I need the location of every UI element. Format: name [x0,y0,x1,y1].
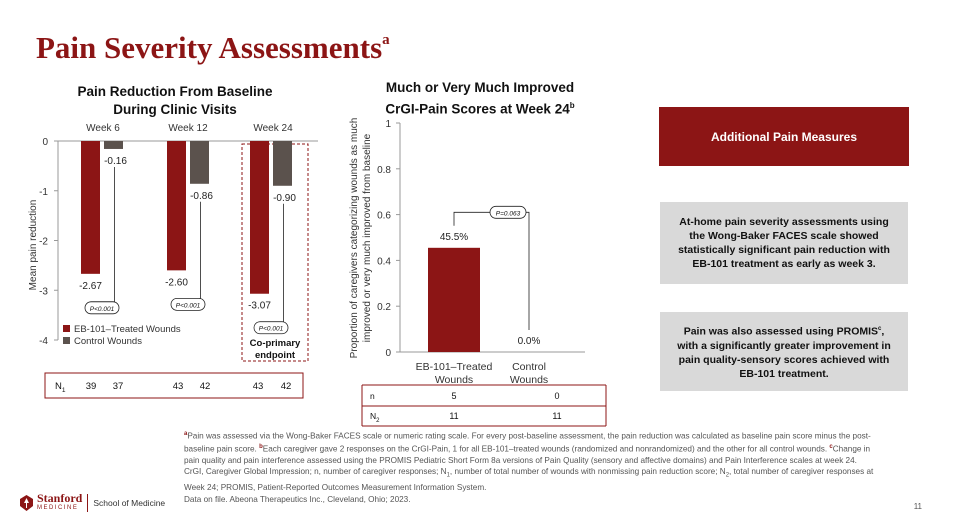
chart2-pvalue-text: P=0.063 [496,210,521,217]
logo-sub: MEDICINE [37,505,79,511]
chart1-data-label: -3.07 [248,301,271,312]
chart1-category-label: Week 6 [86,123,120,134]
chart1-bar-control [190,141,209,184]
chart1-n-value: 42 [200,381,211,392]
slide-title: Pain Severity Assessmentsa [36,30,390,65]
chart1-data-label: -0.16 [104,156,127,167]
chart1-ytick-label: -2 [39,237,48,248]
n1-label: N1 [55,381,66,394]
chart2-ytick-label: 1 [385,119,391,130]
chart2-table-row-label: n [370,391,375,401]
chart2-title: Much or Very Much Improved CrGI-Pain Sco… [385,80,575,117]
chart1-pvalue-text: P<0.001 [90,306,115,313]
chart2-bar [428,247,480,352]
chart1-pvalue-pill [84,301,120,315]
chart2-ylabel-line2: improved or very much improved from base… [362,133,373,342]
chart2-ytick-label: 0 [385,348,391,359]
chart2-table-value: 11 [552,411,561,421]
chart1-ytick-label: 0 [42,137,48,148]
chart1-pvalue-text: P<0.001 [259,326,284,333]
logo-school: School of Medicine [93,498,166,508]
chart1-bar-control [273,141,292,186]
stanford-tree-icon [20,495,33,511]
chart1-legend-label: EB-101–Treated Wounds [74,324,181,335]
chart2-category-label: EB-101–Treated [416,361,493,373]
chart2-table-value: 5 [451,391,456,401]
chart2-pvalue-pill [489,205,527,219]
chart1-ylabel: Mean pain reduction [28,200,39,291]
logo-name: Stanford [37,491,83,505]
chart1-ytick-label: -3 [39,286,48,297]
chart2-category-label: Wounds [435,374,473,386]
chart1-category-label: Week 12 [168,123,208,134]
chart1-bar-treated [167,141,186,271]
chart1-pvalue-pill [253,321,289,335]
chart1-n-value: 43 [253,381,264,392]
n1-row-box [44,372,304,399]
chart2-table-row-label: N2 [370,411,380,424]
chart1-n-value: 37 [113,381,124,392]
page-number: 11 [913,502,922,511]
chart1-data-label: -0.90 [273,193,296,204]
chart2-data-label: 0.0% [518,336,541,347]
chart2-ylabel-line1: Proportion of caregivers categorizing wo… [349,118,360,359]
chart1-category-label: Week 24 [253,123,293,134]
chart1-legend-swatch [63,325,70,332]
chart1-data-label: -0.86 [190,191,213,202]
chart1-legend-label: Control Wounds [74,336,142,347]
chart2-ytick-label: 0.6 [377,211,391,222]
chart1-data-label: -2.60 [165,277,188,288]
chart1-bar-treated [81,141,100,274]
chart2-category-label: Wounds [510,374,548,386]
chart2-table-value: 0 [554,391,559,401]
promis-box: Pain was also assessed using PROMISc, wi… [660,312,908,391]
co-primary-label-line1: Co-primary [250,338,301,349]
chart2-ytick-label: 0.4 [377,256,391,267]
additional-pain-header: Additional Pain Measures [659,107,909,166]
chart1-ytick-label: -1 [39,187,48,198]
chart1-pvalue-text: P<0.001 [176,302,201,309]
footnotes: aPain was assessed via the Wong-Baker FA… [184,431,874,504]
chart1-bar-treated [250,141,269,294]
co-primary-label-line2: endpoint [255,350,296,361]
chart1-pvalue-pill [170,297,206,311]
chart2-ytick-label: 0.2 [377,302,391,313]
chart1-legend-swatch [63,337,70,344]
chart1-bar-control [104,141,123,149]
chart2-data-label: 45.5% [440,232,468,243]
chart2-table-value: 11 [449,411,458,421]
chart1-n-value: 42 [281,381,292,392]
chart1-data-label: -2.67 [79,281,102,292]
chart1-n-value: 39 [86,381,97,392]
home-assessment-box: At-home pain severity assessments using … [660,202,908,284]
chart2-ytick-label: 0.8 [377,165,391,176]
crgi-pain-chart: Proportion of caregivers categorizing wo… [349,118,607,427]
stanford-logo: Stanford MEDICINE School of Medicine [20,491,166,513]
chart1-ytick-label: -4 [39,336,48,347]
chart1-n-value: 43 [173,381,184,392]
pain-reduction-chart: Mean pain reduction 0 -1 -2 -3 -4 Week 6 Week… [28,123,318,399]
additional-pain-header-text: Additional Pain Measures [710,129,858,144]
chart2-category-label: Control [512,361,546,373]
chart1-title: Pain Reduction From Baseline During Clin… [77,84,273,117]
